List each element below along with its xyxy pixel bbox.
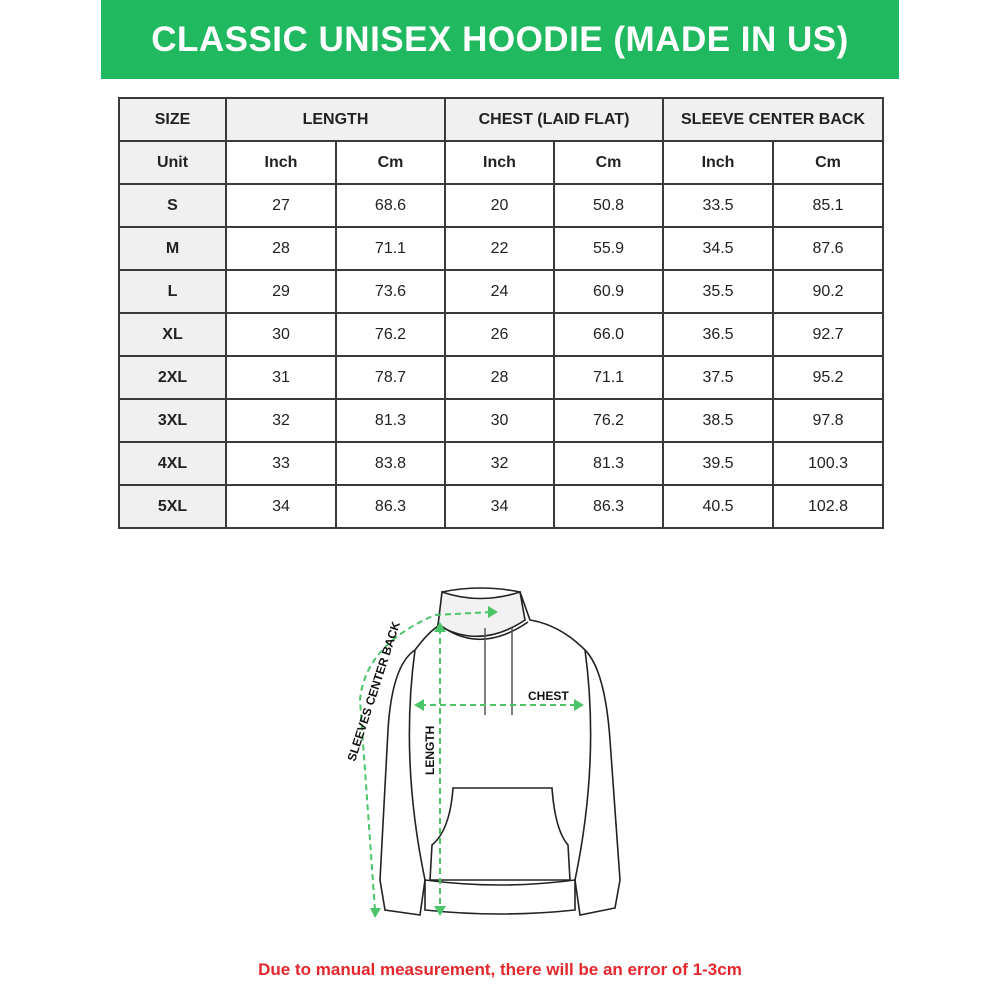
value-cell: 22: [444, 226, 555, 271]
value-cell: 31: [225, 355, 337, 400]
size-cell: 4XL: [118, 441, 227, 486]
value-cell: 71.1: [552, 355, 665, 400]
value-cell: 28: [225, 226, 337, 271]
value-cell: 50.8: [552, 183, 665, 228]
unit-header: Cm: [552, 140, 665, 185]
header-length: LENGTH: [225, 97, 446, 142]
unit-header-row: Unit Inch Cm Inch Cm Inch Cm: [118, 140, 885, 185]
value-cell: 86.3: [335, 484, 446, 529]
hoodie-diagram: CHEST LENGTH SLEEVES CENTER BACK: [345, 587, 621, 918]
chest-label: CHEST: [528, 689, 569, 703]
value-cell: 90.2: [772, 269, 885, 314]
arrow-heads: [370, 606, 584, 918]
size-cell: S: [118, 183, 227, 228]
unit-header: Cm: [772, 140, 885, 185]
value-cell: 73.6: [335, 269, 446, 314]
value-cell: 85.1: [772, 183, 885, 228]
value-cell: 83.8: [335, 441, 446, 486]
header-sleeve: SLEEVE CENTER BACK: [662, 97, 885, 142]
title-banner: CLASSIC UNISEX HOODIE (MADE IN US): [101, 0, 899, 79]
size-cell: 2XL: [118, 355, 227, 400]
value-cell: 24: [444, 269, 555, 314]
size-cell: L: [118, 269, 227, 314]
unit-header: Inch: [662, 140, 775, 185]
value-cell: 76.2: [552, 398, 665, 443]
value-cell: 95.2: [772, 355, 885, 400]
hoodie-outline: [379, 587, 621, 916]
value-cell: 86.3: [552, 484, 665, 529]
value-cell: 33.5: [662, 183, 775, 228]
table-row: L 29 73.6 24 60.9 35.5 90.2: [118, 269, 885, 314]
value-cell: 81.3: [335, 398, 446, 443]
value-cell: 30: [444, 398, 555, 443]
table-row: 2XL 31 78.7 28 71.1 37.5 95.2: [118, 355, 885, 400]
value-cell: 34: [444, 484, 555, 529]
table-row: S 27 68.6 20 50.8 33.5 85.1: [118, 183, 885, 228]
value-cell: 78.7: [335, 355, 446, 400]
value-cell: 27: [225, 183, 337, 228]
value-cell: 81.3: [552, 441, 665, 486]
value-cell: 28: [444, 355, 555, 400]
value-cell: 92.7: [772, 312, 885, 357]
value-cell: 36.5: [662, 312, 775, 357]
value-cell: 35.5: [662, 269, 775, 314]
unit-label: Unit: [118, 140, 227, 185]
length-label: LENGTH: [423, 726, 437, 775]
value-cell: 76.2: [335, 312, 446, 357]
value-cell: 33: [225, 441, 337, 486]
table-row: 3XL 32 81.3 30 76.2 38.5 97.8: [118, 398, 885, 443]
value-cell: 34.5: [662, 226, 775, 271]
value-cell: 87.6: [772, 226, 885, 271]
unit-header: Inch: [225, 140, 337, 185]
value-cell: 71.1: [335, 226, 446, 271]
size-chart-table: SIZE LENGTH CHEST (LAID FLAT) SLEEVE CEN…: [118, 97, 885, 529]
value-cell: 66.0: [552, 312, 665, 357]
value-cell: 26: [444, 312, 555, 357]
value-cell: 37.5: [662, 355, 775, 400]
value-cell: 68.6: [335, 183, 446, 228]
unit-header: Inch: [444, 140, 555, 185]
table-row: 5XL 34 86.3 34 86.3 40.5 102.8: [118, 484, 885, 529]
value-cell: 38.5: [662, 398, 775, 443]
size-cell: 3XL: [118, 398, 227, 443]
measurement-arrows: [358, 611, 578, 911]
value-cell: 102.8: [772, 484, 885, 529]
unit-header: Cm: [335, 140, 446, 185]
value-cell: 97.8: [772, 398, 885, 443]
value-cell: 55.9: [552, 226, 665, 271]
group-header-row: SIZE LENGTH CHEST (LAID FLAT) SLEEVE CEN…: [118, 97, 885, 142]
value-cell: 30: [225, 312, 337, 357]
header-size: SIZE: [118, 97, 227, 142]
value-cell: 32: [225, 398, 337, 443]
value-cell: 40.5: [662, 484, 775, 529]
table-row: 4XL 33 83.8 32 81.3 39.5 100.3: [118, 441, 885, 486]
page-title: CLASSIC UNISEX HOODIE (MADE IN US): [151, 19, 849, 59]
size-cell: M: [118, 226, 227, 271]
value-cell: 60.9: [552, 269, 665, 314]
value-cell: 100.3: [772, 441, 885, 486]
value-cell: 39.5: [662, 441, 775, 486]
value-cell: 34: [225, 484, 337, 529]
size-cell: 5XL: [118, 484, 227, 529]
header-chest: CHEST (LAID FLAT): [443, 97, 665, 142]
size-cell: XL: [118, 312, 227, 357]
drawstrings: [484, 628, 513, 715]
value-cell: 32: [444, 441, 555, 486]
value-cell: 20: [444, 183, 555, 228]
value-cell: 29: [225, 269, 337, 314]
table-row: XL 30 76.2 26 66.0 36.5 92.7: [118, 312, 885, 357]
table-row: M 28 71.1 22 55.9 34.5 87.6: [118, 226, 885, 271]
measurement-note: Due to manual measurement, there will be…: [258, 960, 742, 979]
